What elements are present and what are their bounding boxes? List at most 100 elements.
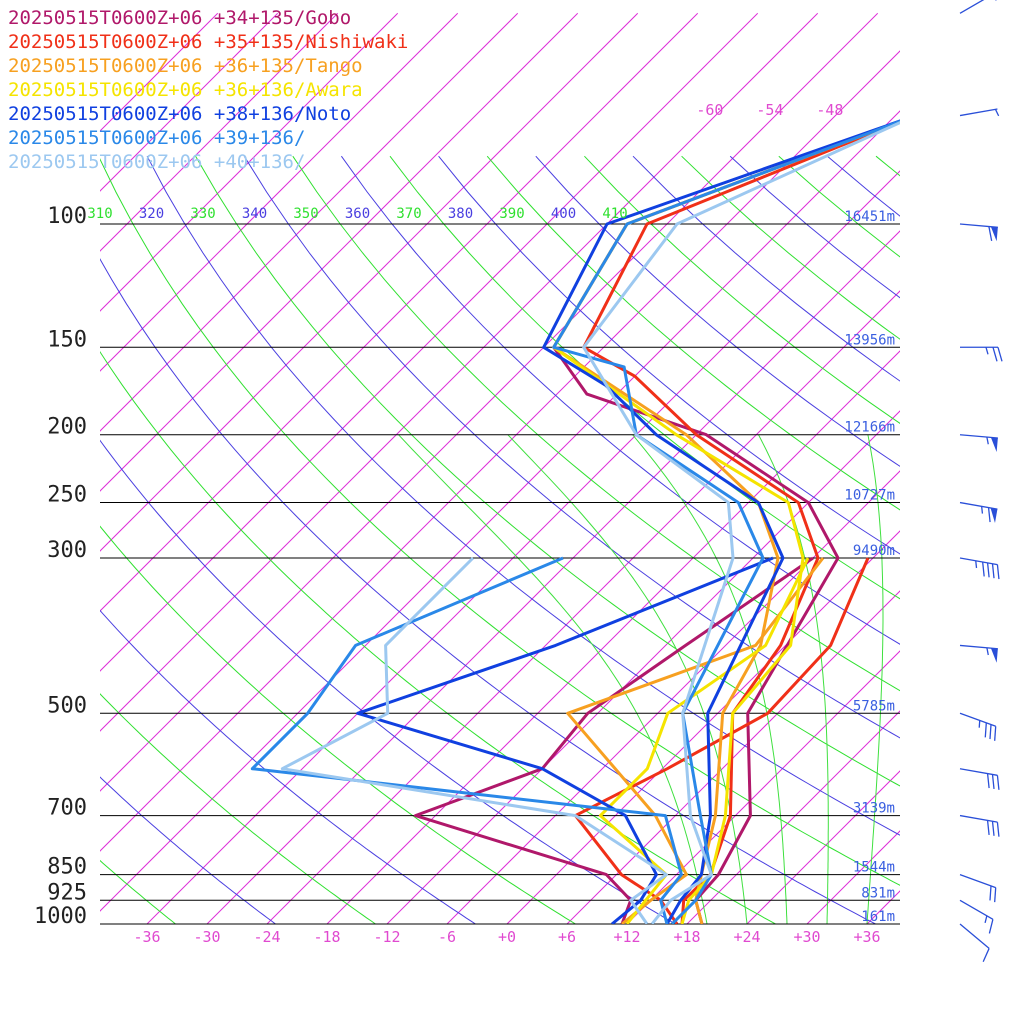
pressure-tick-label: 925 <box>47 880 87 905</box>
isotherm-line <box>100 12 519 432</box>
pressure-tick-label: 150 <box>47 327 87 352</box>
legend: 20250515T0600Z+06 +34+135/Gobo20250515T0… <box>8 7 408 173</box>
theta-tick-label: 410 <box>602 206 627 222</box>
wind-barb <box>959 0 997 14</box>
temperature-tick-label: -30 <box>193 928 220 946</box>
isotherm-line <box>100 50 900 852</box>
temperature-tick-label: +12 <box>613 928 640 946</box>
isotherm-line <box>100 12 879 792</box>
moist-adiabat-line <box>507 434 748 924</box>
pressure-tick-label: 500 <box>47 693 87 718</box>
dry-adiabat-line <box>100 525 577 924</box>
upper-temperature-tick-label: -54 <box>756 101 783 119</box>
wind-barb <box>959 557 1000 580</box>
height-label: 13956m <box>844 332 895 348</box>
legend-entry: 20250515T0600Z+06 +36+135/Tango <box>8 55 363 77</box>
dry-adiabat-line <box>292 155 900 692</box>
dry-adiabat-line <box>100 693 377 924</box>
pressure-tick-label: 700 <box>47 796 87 821</box>
dry-adiabat-line <box>875 155 900 177</box>
dry-adiabat-line <box>100 859 177 924</box>
moist-adiabat-line <box>866 434 884 924</box>
temperature-tick-label: +18 <box>673 928 700 946</box>
dry-adiabat-line <box>486 155 900 511</box>
temperature-tick-label: -36 <box>133 928 160 946</box>
height-label: 1544m <box>853 860 895 876</box>
pressure-tick-label: 250 <box>47 483 87 508</box>
moist-adiabat-line <box>632 434 788 924</box>
theta-tick-label: 320 <box>139 206 164 222</box>
theta-tick-label: 310 <box>87 206 112 222</box>
dry-adiabat-line <box>340 155 900 645</box>
temperature-tick-label: +30 <box>793 928 820 946</box>
sounding-series <box>250 119 900 924</box>
isotherm-line <box>100 12 459 372</box>
dry-adiabat-line <box>243 155 900 739</box>
isotherm-line <box>100 12 759 672</box>
theta-tick-label: 330 <box>190 206 215 222</box>
isotherm-line <box>100 12 639 552</box>
wind-barb <box>959 223 998 242</box>
wind-barbs <box>959 0 1003 962</box>
adiabat-lines <box>100 155 1024 939</box>
moist-adiabat-line <box>907 435 957 924</box>
isotherm-line <box>100 12 399 312</box>
theta-tick-label: 390 <box>499 206 524 222</box>
pressure-tick-label: 300 <box>47 538 87 563</box>
wind-barb <box>959 644 998 663</box>
isotherm-line <box>146 170 900 924</box>
temperature-tick-label: -24 <box>253 928 280 946</box>
dry-adiabat-line <box>100 609 477 924</box>
isotherm-line <box>746 770 900 924</box>
legend-entry: 20250515T0600Z+06 +34+135/Gobo <box>8 7 351 29</box>
wind-barb <box>959 768 1000 790</box>
dry-adiabat-line <box>100 350 777 924</box>
temperature-tick-label: +24 <box>733 928 760 946</box>
isotherm-line <box>927 13 1024 924</box>
legend-entry: 20250515T0600Z+06 +36+136/Awara <box>8 79 363 101</box>
wind-barb <box>959 501 998 523</box>
height-label: 12166m <box>844 420 895 436</box>
temperature-tick-label: +36 <box>853 928 880 946</box>
dewpoint-line <box>356 556 774 924</box>
moist-adiabat-line <box>758 434 829 924</box>
isotherm-line <box>566 590 900 924</box>
wind-barb <box>959 108 1000 117</box>
upper-temperature-tick-label: -48 <box>816 101 843 119</box>
legend-entry: 20250515T0600Z+06 +39+136/ <box>8 127 305 149</box>
wind-barb <box>959 712 997 741</box>
theta-tick-label: 370 <box>396 206 421 222</box>
dewpoint-line <box>280 556 668 924</box>
legend-entry: 20250515T0600Z+06 +35+135/Nishiwaki <box>8 31 408 53</box>
dry-adiabat-line <box>100 439 677 924</box>
wind-barb <box>959 434 998 452</box>
wind-barb <box>959 814 1000 837</box>
temperature-tick-label: +6 <box>558 928 576 946</box>
wind-barb <box>960 346 1003 362</box>
pressure-tick-label: 850 <box>47 855 87 880</box>
temperature-line <box>542 119 900 924</box>
dry-adiabat-line <box>438 155 900 555</box>
wind-barb <box>959 873 997 903</box>
isotherm-line <box>386 410 900 924</box>
dry-adiabat-line <box>100 258 877 924</box>
isotherm-line <box>100 12 339 252</box>
height-label: 3139m <box>853 801 895 817</box>
isotherm-line <box>987 13 1024 924</box>
legend-entry: 20250515T0600Z+06 +38+136/Noto <box>8 103 351 125</box>
wind-barb <box>959 899 994 934</box>
isotherm-line <box>866 890 900 924</box>
dry-adiabat-line <box>100 158 900 886</box>
pressure-tick-label: 200 <box>47 415 87 440</box>
wind-barb <box>959 923 990 962</box>
theta-tick-label: 380 <box>448 206 473 222</box>
theta-tick-label: 340 <box>242 206 267 222</box>
isotherm-line <box>100 12 279 192</box>
isotherm-line <box>626 650 900 924</box>
temperature-line <box>582 120 900 924</box>
dry-adiabat-line <box>100 776 277 924</box>
dry-adiabat-line <box>973 156 1024 939</box>
isotherm-line <box>100 12 819 732</box>
